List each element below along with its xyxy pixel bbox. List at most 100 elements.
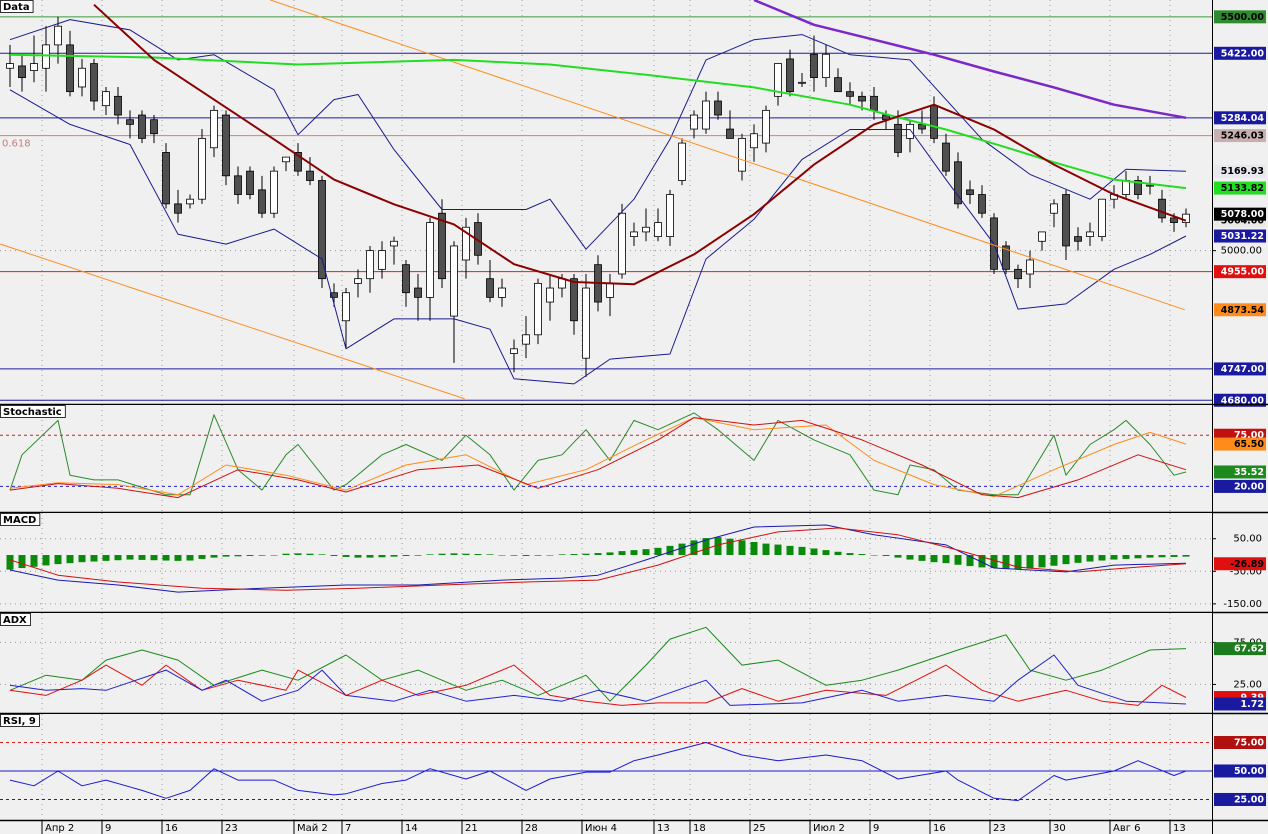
price-tag-label: -26.89	[1230, 559, 1264, 570]
candle-body	[966, 189, 974, 195]
panel-background	[0, 513, 1212, 612]
candle-body	[1002, 245, 1010, 270]
histogram-bar	[378, 555, 386, 558]
candle-body	[426, 222, 434, 298]
histogram-bar	[414, 555, 422, 556]
x-tick-label: 23	[225, 823, 238, 834]
price-tag	[1214, 697, 1266, 711]
candle-body	[6, 63, 14, 69]
histogram-bar	[450, 553, 458, 556]
indicator-line	[9, 417, 1187, 499]
histogram-bar	[750, 541, 758, 556]
price-tag	[1214, 792, 1266, 806]
price-tag-label: 25.00	[1234, 794, 1264, 805]
x-tick-label: 25	[753, 823, 766, 834]
candle-body	[414, 287, 422, 298]
histogram-bar	[534, 555, 542, 556]
candle-body	[510, 348, 518, 354]
histogram-bar	[834, 551, 842, 556]
histogram-bar	[606, 552, 614, 556]
candle-body	[66, 44, 74, 93]
candle-body	[954, 161, 962, 205]
panel-background	[0, 405, 1212, 512]
indicator-line	[9, 664, 1187, 706]
candle-body	[642, 226, 650, 233]
histogram-bar	[1158, 555, 1166, 558]
x-tick-label: Авг 6	[1113, 823, 1141, 834]
histogram-bar	[1062, 555, 1070, 565]
histogram-bar	[690, 540, 698, 556]
candle-body	[378, 250, 386, 270]
candle-body	[234, 175, 242, 195]
histogram-bar	[474, 554, 482, 556]
candle-body	[306, 170, 314, 181]
price-tag-label: 35.52	[1234, 467, 1264, 478]
histogram-bar	[354, 555, 362, 558]
panel: 0.618	[0, 0, 1212, 404]
candle-body	[810, 53, 818, 79]
x-tick-label: 16	[933, 823, 946, 834]
price-tag-label: 5133.82	[1221, 183, 1264, 194]
candle-body	[258, 189, 266, 214]
candle-body	[354, 278, 362, 284]
histogram-bar	[882, 555, 890, 556]
indicator-line	[0, 243, 465, 400]
histogram-bar	[1134, 555, 1142, 559]
candle-body	[582, 287, 590, 359]
price-tag	[1214, 111, 1266, 125]
price-tag-label: 5064.00	[1221, 216, 1265, 227]
histogram-bar	[150, 555, 158, 561]
price-tag-label: 75.00	[1234, 430, 1264, 441]
candle-body	[30, 63, 38, 72]
candle-body	[42, 44, 50, 69]
candle-body	[186, 198, 194, 205]
candle-body	[822, 53, 830, 79]
histogram-bar	[702, 538, 710, 556]
indicator-line	[9, 417, 1187, 498]
y-tick-label: -150.00	[1223, 599, 1262, 610]
candle-body	[1074, 236, 1082, 242]
panel-title: ADX	[3, 615, 27, 626]
x-tick-label: 23	[993, 823, 1006, 834]
histogram-bar	[822, 550, 830, 556]
histogram-bar	[462, 553, 470, 556]
candle-body	[1014, 268, 1022, 280]
candle-body	[702, 100, 710, 130]
histogram-bar	[198, 555, 206, 559]
histogram-bar	[678, 543, 686, 556]
price-tag-label: 20.00	[1234, 481, 1264, 492]
candle-body	[846, 91, 854, 97]
candle-body	[18, 65, 26, 79]
histogram-bar	[210, 555, 218, 558]
histogram-bar	[342, 555, 350, 557]
histogram-bar	[390, 555, 398, 557]
histogram-bar	[786, 545, 794, 556]
price-tag-label: 5078.00	[1221, 209, 1265, 220]
histogram-bar	[174, 555, 182, 561]
price-tag	[1214, 437, 1266, 451]
x-tick-label: 13	[657, 823, 670, 834]
candle-body	[114, 95, 122, 116]
x-tick-label: 30	[1053, 823, 1066, 834]
indicator-line	[9, 19, 1187, 250]
panel	[0, 613, 1212, 713]
price-tag	[1214, 557, 1266, 571]
candle-body	[126, 119, 134, 125]
histogram-bar	[1098, 555, 1106, 561]
histogram-bar	[726, 538, 734, 556]
price-tag	[1214, 479, 1266, 493]
histogram-bar	[966, 555, 974, 567]
indicator-line	[9, 89, 1187, 385]
indicator-line	[9, 626, 1187, 702]
level-label: 0.618	[2, 139, 31, 150]
indicator-line	[9, 654, 1187, 706]
x-tick-label: Май 2	[297, 823, 328, 834]
candle-body	[630, 231, 638, 238]
histogram-bar	[858, 554, 866, 556]
histogram-bar	[870, 555, 878, 556]
candle-body	[102, 91, 110, 107]
panel-background	[0, 714, 1212, 820]
histogram-bar	[1110, 555, 1118, 560]
price-tag	[1214, 207, 1266, 221]
